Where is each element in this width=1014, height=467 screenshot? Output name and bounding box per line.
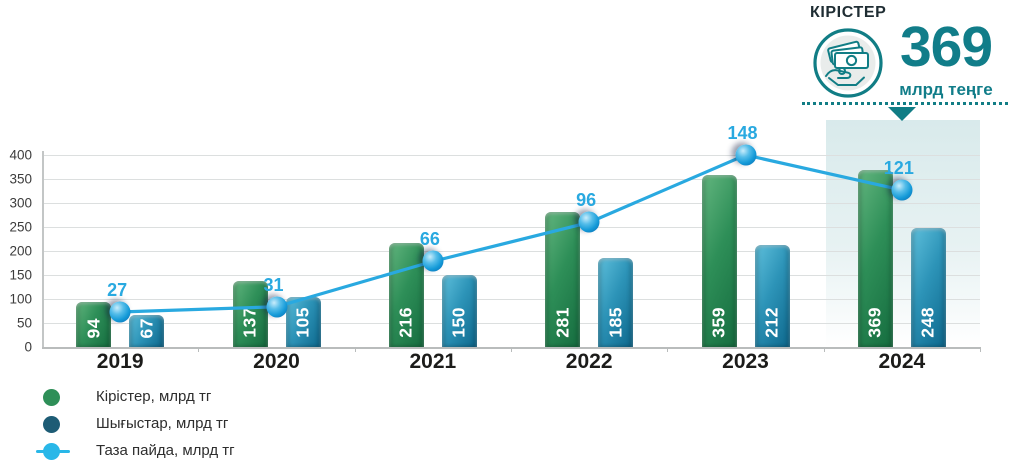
legend-label: Шығыстар, млрд тг [96,415,229,432]
gridline-100 [42,299,980,300]
bar-value-label: 281 [552,307,573,338]
line-marker-2019 [109,301,131,323]
line-marker-2022 [578,211,600,233]
x-axis-tick [354,347,356,352]
bar-income-2022: 281 [545,212,581,347]
bar-value-label: 105 [292,307,313,338]
y-axis-label-400: 400 [9,147,32,163]
y-axis-label-350: 350 [9,171,32,187]
x-axis-label-2019: 2019 [96,350,144,373]
gridline-300 [42,203,980,204]
bar-value-label: 216 [395,307,416,338]
x-axis-label-2021: 2021 [409,350,457,373]
legend-label: Таза пайда, млрд тг [96,442,235,459]
legend-swatch [36,388,82,406]
legend-dot-icon [43,442,60,460]
line-marker-2021 [422,250,444,272]
y-axis-label-300: 300 [9,195,32,211]
bar-value-label: 137 [239,307,260,338]
legend-item-expenses: Шығыстар, млрд тг [36,410,235,437]
bar-expenses-2024: 248 [910,227,946,347]
line-value-label: 31 [263,274,284,295]
money-in-hand-icon [812,27,884,99]
x-axis-tick [980,347,981,352]
y-axis-label-150: 150 [9,267,32,283]
bar-expenses-2019: 67 [129,314,165,347]
x-axis-tick [511,347,512,352]
y-axis-label-50: 50 [16,315,32,331]
gridline-350 [42,179,980,180]
dotted-divider [802,102,1008,105]
legend-item-income: Кірістер, млрд тг [36,383,235,410]
bar-income-2021: 216 [388,243,424,347]
y-axis-label-0: 0 [24,339,32,355]
bar-expenses-2023: 212 [754,245,790,347]
x-axis-label-2024: 2024 [878,350,926,373]
legend-label: Кірістер, млрд тг [96,388,212,405]
callout-value: 369 [899,15,993,79]
bar-income-2024: 369 [857,169,893,347]
down-arrow-icon [888,107,916,121]
y-axis-label-250: 250 [9,219,32,235]
callout-title: КІРІСТЕР [810,4,887,21]
line-value-label: 66 [419,229,440,250]
legend: Кірістер, млрд тг Шығыстар, млрд тг Таза п… [36,383,235,464]
bar-value-label: 248 [917,307,938,338]
line-value-label: 96 [576,190,597,211]
line-marker-2023 [735,144,756,166]
x-axis-label-2022: 2022 [565,350,613,373]
bar-expenses-2021: 150 [441,275,477,347]
legend-dot-icon [43,388,60,406]
bar-value-label: 94 [83,317,104,338]
line-marker-2024 [891,179,913,201]
bar-value-label: 212 [761,307,782,338]
y-axis-label-100: 100 [9,291,32,307]
line-value-label: 148 [727,123,758,143]
bar-value-label: 369 [864,307,885,338]
gridline-200 [42,251,980,252]
legend-swatch [36,415,82,433]
line-value-label: 121 [883,158,914,179]
y-axis-label-200: 200 [9,243,32,259]
bar-value-label: 359 [708,307,729,338]
gridline-400 [42,155,980,156]
bar-value-label: 67 [136,317,157,338]
legend-dot-icon [43,415,60,433]
x-axis-tick [198,347,200,352]
line-marker-2020 [266,296,287,318]
line-value-label: 27 [107,279,128,300]
y-axis-line [42,151,44,347]
legend-swatch [36,442,82,460]
x-axis-tick [667,347,669,352]
gridline-150 [42,275,980,276]
gridline-250 [42,227,980,228]
bar-income-2023: 359 [701,174,737,347]
x-axis-label-2020: 2020 [253,350,300,373]
x-axis-tick [823,347,825,352]
bar-value-label: 150 [448,307,469,338]
bar-income-2019: 94 [76,301,112,347]
bar-expenses-2020: 105 [285,296,321,347]
gridline-50 [42,323,980,324]
callout-unit: млрд теңге [899,80,993,99]
bar-value-label: 185 [605,307,626,338]
legend-item-profit: Таза пайда, млрд тг [36,437,235,464]
x-axis-label-2023: 2023 [722,350,769,373]
bar-expenses-2022: 185 [598,258,634,347]
